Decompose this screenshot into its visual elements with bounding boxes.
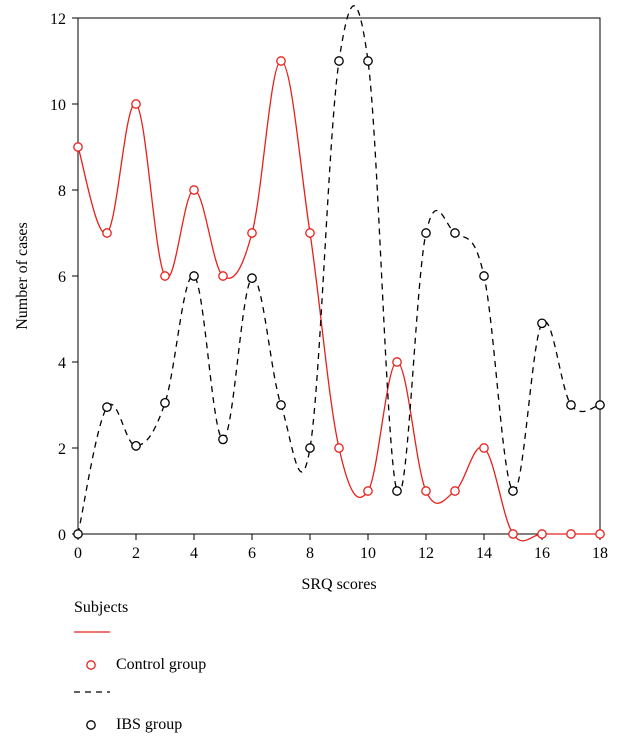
x-tick-label-1: 2 (132, 545, 140, 562)
series-line-ibs-group (77, 5, 601, 535)
series-control-group (73, 56, 605, 542)
y-tick-label-3: 6 (58, 269, 66, 286)
point-control-group-7 (276, 56, 286, 66)
point-control-group-11 (392, 357, 402, 367)
point-ibs-group-0 (73, 529, 83, 539)
y-axis-label: Number of cases (14, 222, 31, 330)
y-axis: 0 2 4 6 8 10 12 (50, 11, 78, 544)
x-tick-label-5: 10 (360, 545, 376, 562)
y-tick-label-6: 12 (50, 11, 66, 28)
point-ibs-group-11 (392, 486, 402, 496)
point-control-group-18 (595, 529, 605, 539)
y-tick-label-2: 4 (58, 355, 66, 372)
legend-item-ibs-line (74, 680, 374, 710)
x-axis-label: SRQ scores (301, 576, 376, 593)
point-control-group-13 (450, 486, 460, 496)
y-tick-label-1: 2 (58, 441, 66, 458)
legend: Subjects Control group IBS group (74, 596, 374, 740)
y-tick-label-4: 8 (58, 183, 66, 200)
point-control-group-9 (334, 443, 344, 453)
x-tick-label-8: 16 (534, 545, 550, 562)
point-control-group-17 (566, 529, 576, 539)
series-ibs-group (73, 5, 605, 539)
point-ibs-group-5 (218, 434, 228, 445)
x-tick-label-7: 14 (476, 545, 492, 562)
point-ibs-group-17 (566, 400, 576, 410)
point-control-group-10 (363, 486, 373, 496)
point-control-group-6 (247, 228, 257, 238)
legend-marker-control (86, 660, 96, 670)
point-control-group-16 (537, 529, 547, 539)
point-control-group-14 (479, 443, 489, 453)
point-ibs-group-18 (595, 400, 605, 410)
y-tick-label-0: 0 (58, 527, 66, 544)
line-chart: 0 2 4 6 8 10 12 14 16 18 0 2 4 6 8 10 12 SRQ scores Num… (14, 5, 608, 593)
series-layer (73, 5, 605, 542)
legend-line-control (74, 631, 110, 633)
y-tick-label-5: 10 (50, 97, 66, 114)
point-ibs-group-8 (305, 443, 315, 453)
point-ibs-group-9 (334, 56, 344, 66)
point-control-group-3 (160, 271, 170, 281)
point-control-group-8 (305, 228, 315, 238)
x-tick-label-0: 0 (74, 545, 82, 562)
point-control-group-15 (508, 529, 518, 539)
x-tick-label-3: 6 (248, 545, 256, 562)
point-ibs-group-12 (421, 228, 431, 238)
point-ibs-group-6 (247, 273, 257, 283)
point-control-group-2 (131, 99, 141, 109)
legend-item-ibs-group: IBS group (74, 710, 374, 740)
x-tick-label-4: 8 (306, 545, 314, 562)
point-ibs-group-7 (276, 400, 286, 410)
point-ibs-group-3 (160, 397, 170, 408)
legend-line-ibs (74, 691, 110, 693)
point-control-group-12 (421, 486, 431, 496)
point-ibs-group-10 (363, 56, 373, 66)
x-tick-label-9: 18 (592, 545, 608, 562)
legend-item-control-group: Control group (74, 650, 374, 680)
point-ibs-group-16 (537, 318, 547, 329)
point-control-group-4 (189, 185, 199, 195)
point-control-group-0 (73, 142, 83, 152)
point-ibs-group-4 (189, 271, 199, 281)
point-control-group-5 (218, 271, 228, 281)
legend-label-control: Control group (116, 656, 207, 673)
legend-label-ibs: IBS group (116, 716, 183, 733)
x-tick-label-2: 4 (190, 545, 198, 562)
point-control-group-1 (102, 228, 112, 238)
point-ibs-group-1 (102, 402, 112, 412)
x-tick-label-6: 12 (418, 545, 434, 562)
point-ibs-group-14 (479, 271, 489, 281)
plot-frame (77, 17, 601, 535)
legend-title: Subjects (74, 599, 129, 616)
legend-item-control-line (74, 620, 374, 650)
point-ibs-group-15 (508, 486, 518, 496)
series-line-control-group (77, 60, 600, 542)
point-ibs-group-13 (450, 228, 460, 238)
legend-marker-ibs (86, 720, 96, 730)
x-axis: 0 2 4 6 8 10 12 14 16 18 (74, 534, 608, 562)
point-ibs-group-2 (131, 440, 141, 451)
